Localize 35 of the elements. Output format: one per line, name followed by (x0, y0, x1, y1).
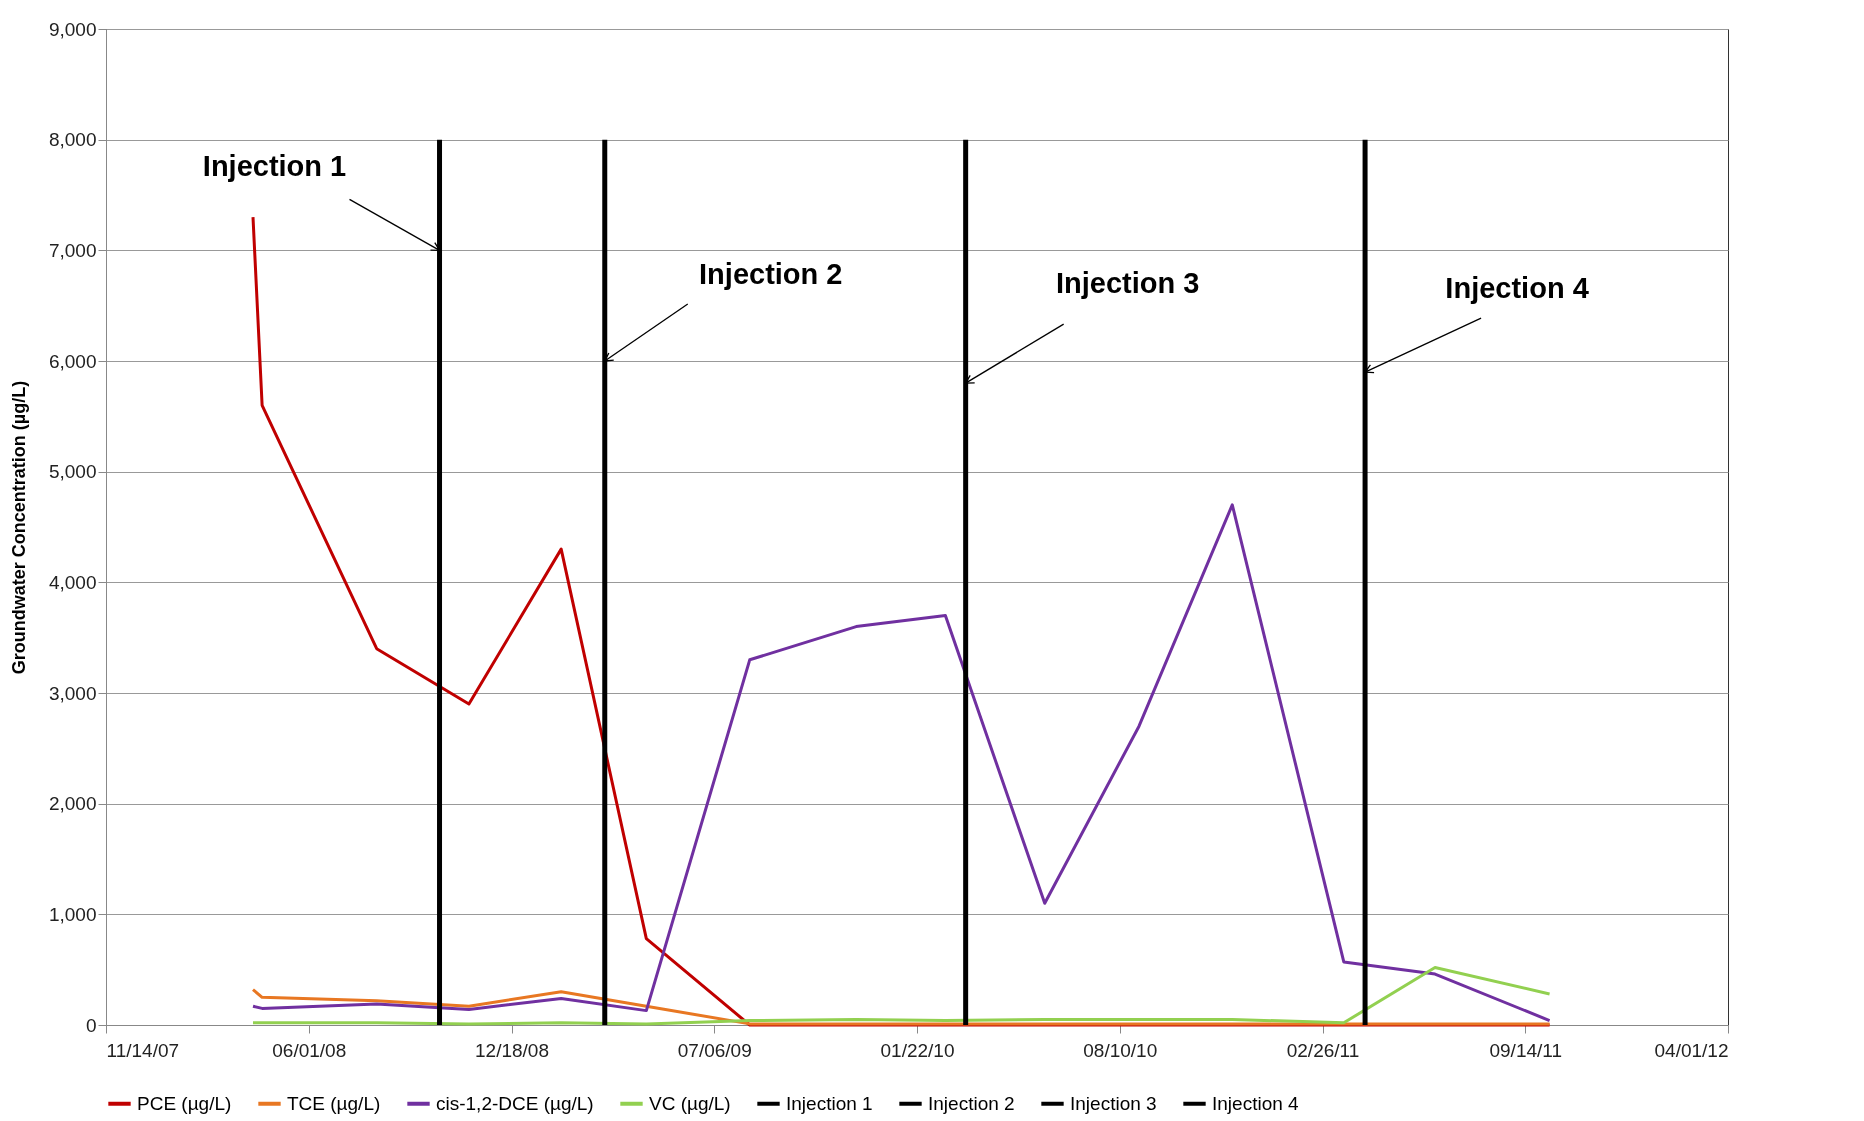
line-series (251, 503, 1552, 1023)
x-tick-label: 06/01/08 (272, 1039, 347, 1061)
y-tick-label: 8,000 (48, 129, 97, 151)
annotation: Injection 3 (1055, 267, 1200, 300)
annotation: Injection 2 (699, 258, 843, 290)
x-tick-label: 09/14/11 (1489, 1039, 1563, 1061)
y-tick-label: 2,000 (48, 793, 97, 815)
annotation: Injection 4 (1445, 272, 1589, 305)
legend-label: cis-1,2-DCE (µg/L) (436, 1092, 594, 1114)
y-tick-label: 6,000 (48, 350, 97, 372)
legend-label: PCE (µg/L) (137, 1092, 232, 1114)
legend-label: Injection 4 (1212, 1092, 1300, 1114)
line-series (251, 988, 1552, 1026)
x-tick-label: 01/22/10 (880, 1039, 955, 1061)
x-tick-label: 04/01/12 (1654, 1039, 1729, 1061)
y-tick-label: 3,000 (48, 682, 97, 704)
line-series (251, 965, 1552, 1026)
legend-label: VC (µg/L) (649, 1092, 731, 1114)
x-tick-label: 11/14/07 (106, 1039, 180, 1061)
x-tick-label: 12/18/08 (475, 1039, 549, 1061)
legend-label: Injection 2 (928, 1092, 1015, 1114)
y-tick-label: 4,000 (48, 571, 97, 593)
x-tick-label: 08/10/10 (1083, 1039, 1158, 1061)
y-tick-label: 1,000 (48, 903, 97, 925)
x-tick-label: 07/06/09 (677, 1039, 752, 1061)
annotation: Injection 1 (202, 150, 347, 183)
y-axis-title: Groundwater Concentration (µg/L) (8, 380, 29, 675)
y-tick-label: 5,000 (48, 461, 97, 483)
y-tick-label: 7,000 (48, 239, 97, 261)
legend-label: Injection 1 (786, 1092, 873, 1114)
y-tick-label: 0 (85, 1014, 97, 1036)
legend-label: Injection 3 (1070, 1092, 1157, 1114)
y-tick-label: 9,000 (48, 18, 97, 40)
legend-label: TCE (µg/L) (287, 1092, 381, 1114)
x-tick-label: 02/26/11 (1286, 1039, 1360, 1061)
